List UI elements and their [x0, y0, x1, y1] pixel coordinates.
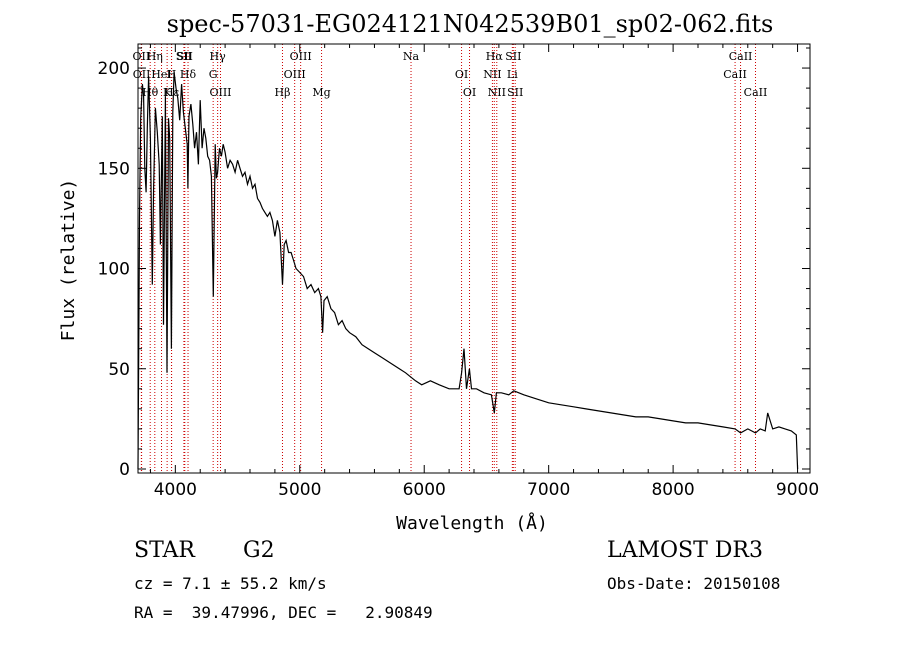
marker-label: Hδ	[180, 68, 197, 81]
marker-label: NII	[483, 68, 501, 81]
marker-label: K	[163, 86, 172, 99]
marker-label: SII	[176, 50, 192, 63]
x-tick-label: 8000	[651, 480, 694, 500]
x-tick-label: 5000	[278, 480, 321, 500]
survey-name: LAMOST DR3	[607, 538, 763, 563]
marker-label: OII	[133, 68, 151, 81]
chart-title: spec-57031-EG024121N042539B01_sp02-062.f…	[167, 10, 774, 38]
y-tick-label: 100	[98, 260, 130, 280]
object-class: STAR	[134, 538, 195, 563]
marker-label: OIII	[284, 68, 306, 81]
y-tick-label: 150	[98, 159, 130, 179]
marker-label: H	[167, 68, 177, 81]
marker-label: OIII	[290, 50, 312, 63]
marker-label: Mg	[312, 86, 330, 99]
marker-label: CaII	[729, 50, 753, 63]
marker-label: Li	[507, 68, 518, 81]
spectral-subclass: G2	[243, 538, 275, 563]
x-tick-label: 9000	[776, 480, 819, 500]
y-axis-label: Flux (relative)	[58, 179, 79, 342]
marker-label: SII	[505, 50, 521, 63]
marker-label: HeI	[151, 68, 171, 81]
series-line-flux	[137, 72, 799, 470]
marker-label: G	[209, 68, 218, 81]
y-tick-label: 200	[98, 59, 130, 79]
axis-ticks-layer: 4000 5000 6000 7000 8000 9000 0 50 100 150 200	[98, 44, 819, 500]
marker-label: SII	[507, 86, 523, 99]
x-tick-label: 6000	[403, 480, 446, 500]
marker-label: OI	[455, 68, 468, 81]
y-tick-label: 50	[108, 360, 130, 380]
x-tick-label: 4000	[154, 480, 197, 500]
marker-label: Hθ	[142, 86, 159, 99]
line-markers-layer	[140, 44, 756, 473]
marker-label: OI	[463, 86, 476, 99]
marker-label: NII	[488, 86, 506, 99]
marker-label: Na	[403, 50, 420, 63]
coordinates-text: RA = 39.47996, DEC = 2.90849	[134, 603, 433, 622]
marker-label: CaII	[744, 86, 768, 99]
marker-label: Hη	[147, 50, 163, 63]
marker-label: CaII	[723, 68, 747, 81]
redshift-text: cz = 7.1 ± 55.2 km/s	[134, 574, 327, 593]
marker-label: Hα	[486, 50, 504, 63]
marker-label: SII	[177, 50, 193, 63]
x-tick-label: 7000	[527, 480, 570, 500]
marker-label: Hγ	[210, 50, 227, 63]
plot-frame	[137, 43, 811, 474]
marker-label: Hβ	[275, 86, 291, 99]
line-marker-labels-layer: OIIOIIHθHηHeIKSIIHHεSIIHδOIIIHγGHβOIIIOI…	[133, 50, 768, 99]
obs-date-text: Obs-Date: 20150108	[607, 574, 781, 593]
marker-label: OIII	[209, 86, 231, 99]
y-tick-label: 0	[119, 460, 130, 480]
x-axis-label: Wavelength (Å)	[396, 512, 548, 534]
marker-label: OII	[133, 50, 151, 63]
